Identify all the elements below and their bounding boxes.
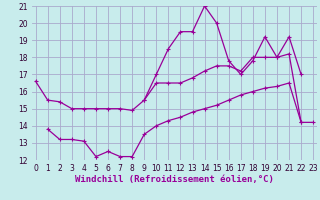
X-axis label: Windchill (Refroidissement éolien,°C): Windchill (Refroidissement éolien,°C) bbox=[75, 175, 274, 184]
